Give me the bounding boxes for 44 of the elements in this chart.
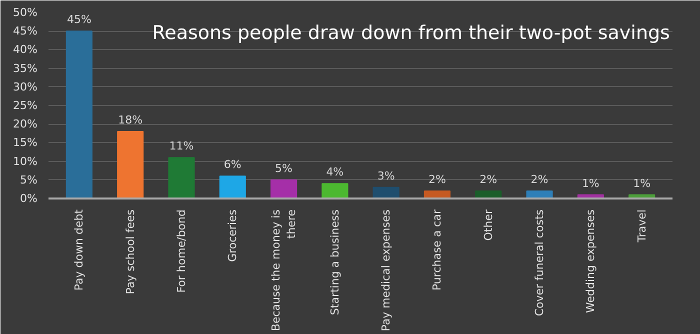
x-tick-label: Because the money is there — [269, 209, 298, 332]
x-tick-label: Purchase a car — [430, 209, 444, 290]
y-tick-label: 45% — [13, 24, 38, 38]
bar — [168, 157, 195, 198]
bar — [66, 30, 92, 198]
y-tick-label: 15% — [13, 136, 38, 150]
data-label: 1% — [633, 176, 651, 190]
data-label: 2% — [480, 173, 498, 186]
data-label: 5% — [275, 162, 293, 175]
x-tick-label: Starting a business — [328, 209, 342, 316]
data-label: 18% — [118, 114, 143, 127]
data-label: 4% — [326, 166, 344, 179]
data-label: 2% — [530, 173, 548, 186]
x-tick-label: Cover funeral costs — [533, 209, 546, 316]
x-tick-label: Pay down debt — [72, 208, 86, 291]
y-tick-label: 50% — [13, 6, 38, 19]
y-tick-label: 25% — [13, 99, 38, 112]
bar — [372, 186, 400, 198]
x-tick-label: Pay school fees — [124, 209, 137, 294]
bar — [270, 179, 298, 198]
x-tick-label: Pay medical expenses — [380, 209, 393, 332]
y-tick-label: 40% — [13, 43, 38, 56]
x-tick-label: Other — [482, 209, 495, 241]
data-label: 2% — [428, 173, 446, 186]
bar — [219, 176, 246, 198]
data-label: 3% — [377, 169, 395, 182]
data-label: 6% — [224, 158, 242, 172]
bar — [322, 183, 348, 198]
y-tick-label: 35% — [13, 62, 38, 75]
text: Reasons people draw down from their two-pot savings — [152, 22, 670, 44]
x-tick-label: For home/bond — [174, 209, 188, 293]
y-tick-label: 20% — [13, 118, 38, 131]
bar — [526, 190, 553, 198]
x-tick-label: Travel — [635, 209, 648, 244]
y-tick-label: 5% — [20, 173, 38, 186]
y-tick-label: 30% — [13, 80, 38, 94]
y-tick-label: 0% — [20, 192, 38, 205]
x-tick-label: Groceries — [226, 209, 240, 262]
y-tick-label: 10% — [13, 154, 38, 168]
data-label: 45% — [66, 13, 92, 26]
bar — [117, 131, 144, 198]
data-label: 1% — [582, 176, 600, 190]
x-tick-label: Wedding expenses — [584, 209, 598, 314]
data-label: 11% — [169, 140, 194, 153]
